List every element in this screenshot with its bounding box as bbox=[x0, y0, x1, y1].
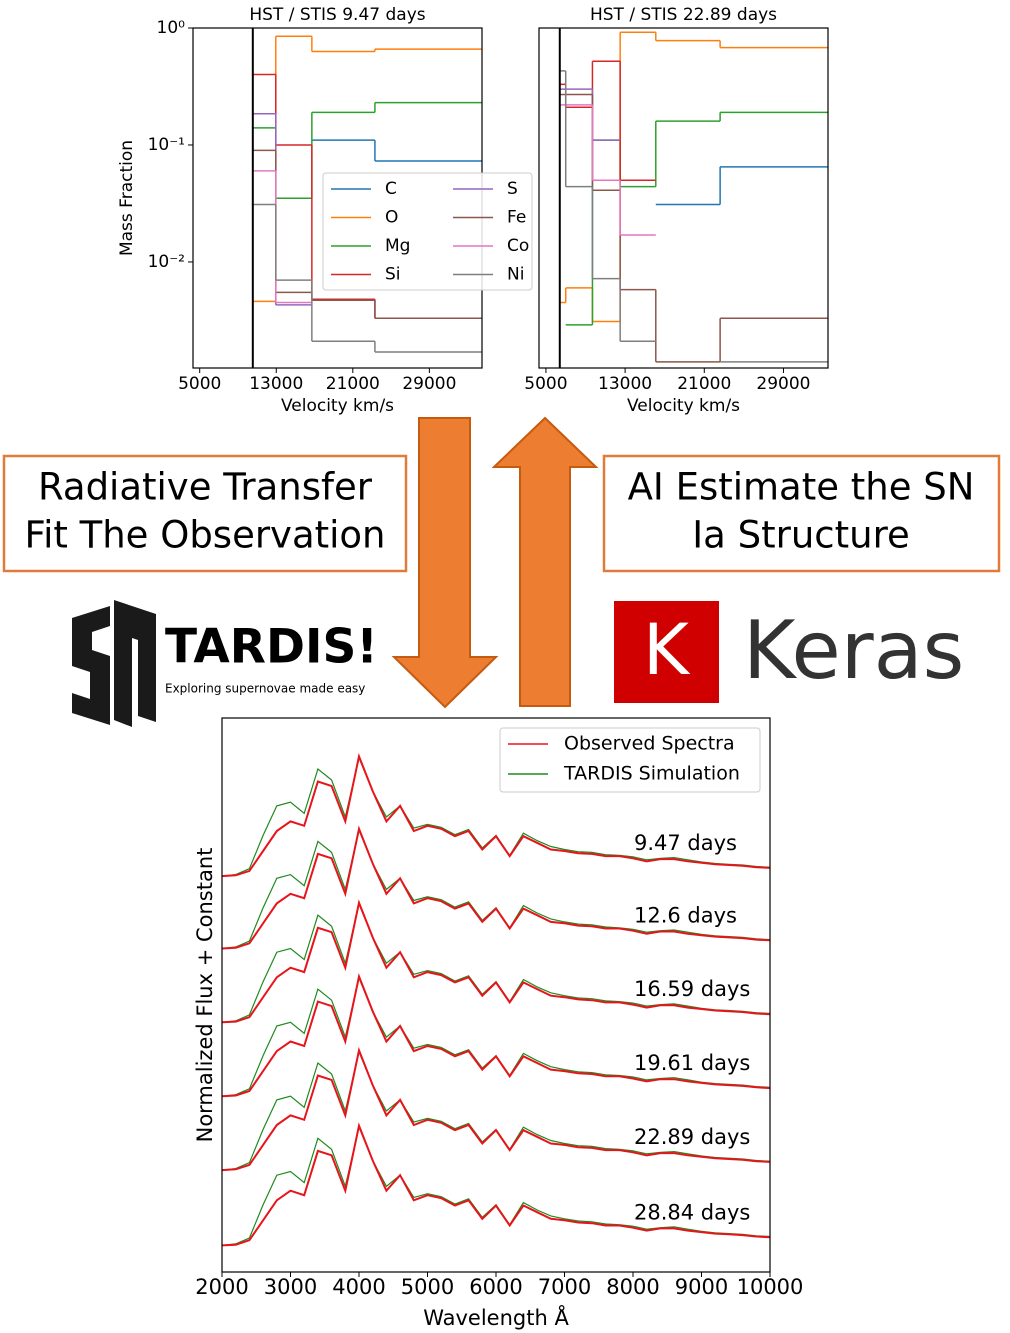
spectrum-label: 9.47 days bbox=[634, 831, 737, 855]
x-tick-label: 13000 bbox=[249, 374, 303, 394]
spectrum-line bbox=[222, 752, 770, 878]
spectrum-label: 16.59 days bbox=[634, 977, 750, 1001]
x-tick-label: 21000 bbox=[677, 374, 731, 394]
spectrum-label: 22.89 days bbox=[634, 1125, 750, 1149]
text-box bbox=[2, 454, 408, 573]
spectrum-line bbox=[222, 899, 770, 1024]
plot-frame bbox=[538, 27, 829, 369]
x-tick-label: 3000 bbox=[264, 1275, 317, 1299]
box-text: AI Estimate the SN bbox=[628, 466, 975, 509]
x-tick-label: 9000 bbox=[675, 1275, 728, 1299]
x-tick-label: 5000 bbox=[524, 374, 567, 394]
x-tick-label: 21000 bbox=[326, 374, 380, 394]
spectrum-line bbox=[222, 1122, 770, 1247]
text-box bbox=[602, 454, 1001, 573]
x-axis-label: Wavelength Å bbox=[423, 1304, 569, 1330]
x-tick-label: 8000 bbox=[606, 1275, 659, 1299]
legend-label: Mg bbox=[385, 236, 410, 256]
x-tick-label: 7000 bbox=[538, 1275, 591, 1299]
legend-label: Observed Spectra bbox=[564, 733, 735, 755]
chart-title: HST / STIS 22.89 days bbox=[590, 5, 777, 25]
spectrum-label: 12.6 days bbox=[634, 903, 737, 927]
spectrum-label: 28.84 days bbox=[634, 1200, 750, 1224]
tardis-name: TARDIS! bbox=[165, 620, 378, 675]
x-tick-label: 29000 bbox=[756, 374, 810, 394]
keras-name: Keras bbox=[743, 604, 964, 697]
spectrum-line bbox=[222, 973, 770, 1098]
arrow-up bbox=[491, 416, 599, 707]
spectrum-label: 19.61 days bbox=[634, 1051, 750, 1075]
tardis-tagline: Exploring supernovae made easy bbox=[165, 682, 365, 696]
box-text: Radiative Transfer bbox=[38, 466, 373, 509]
keras-mark-letter: K bbox=[643, 609, 691, 691]
x-axis-label: Velocity km/s bbox=[281, 396, 394, 416]
x-tick-label: 6000 bbox=[469, 1275, 522, 1299]
spectrum-line bbox=[222, 1046, 770, 1172]
legend-label: Ni bbox=[507, 265, 524, 285]
box-text: Fit The Observation bbox=[24, 514, 385, 557]
plot-series bbox=[222, 752, 770, 1247]
x-tick-label: 2000 bbox=[195, 1275, 248, 1299]
plot-area bbox=[539, 28, 828, 368]
y-tick-label: 10⁰ bbox=[157, 18, 186, 38]
x-tick-label: 5000 bbox=[401, 1275, 454, 1299]
legend-label: Si bbox=[385, 265, 401, 285]
legend-label: TARDIS Simulation bbox=[563, 763, 740, 785]
legend-label: C bbox=[385, 179, 397, 199]
y-axis-label: Normalized Flux + Constant bbox=[193, 848, 217, 1143]
legend-label: Co bbox=[507, 236, 529, 256]
legend-box bbox=[499, 727, 761, 793]
legend-label: S bbox=[507, 179, 518, 199]
chart-title: HST / STIS 9.47 days bbox=[249, 5, 425, 25]
legend-label: O bbox=[385, 208, 398, 228]
x-tick-label: 13000 bbox=[598, 374, 652, 394]
x-tick-label: 10000 bbox=[737, 1275, 804, 1299]
box-text: Ia Structure bbox=[692, 514, 909, 557]
x-tick-label: 4000 bbox=[332, 1275, 385, 1299]
spectrum-line bbox=[222, 825, 770, 950]
x-tick-label: 5000 bbox=[178, 374, 221, 394]
keras-mark bbox=[614, 601, 719, 703]
y-axis-label: Mass Fraction bbox=[117, 140, 137, 256]
x-tick-label: 29000 bbox=[402, 374, 456, 394]
arrow-down bbox=[391, 417, 499, 709]
x-axis-label: Velocity km/s bbox=[627, 396, 740, 416]
plot-series bbox=[558, 28, 828, 368]
legend-box bbox=[322, 172, 533, 291]
y-tick-label: 10⁻¹ bbox=[148, 135, 185, 155]
y-tick-label: 10⁻² bbox=[148, 252, 185, 272]
legend-label: Fe bbox=[507, 208, 526, 228]
tardis-glyph bbox=[72, 600, 156, 727]
plot-series bbox=[251, 28, 482, 368]
